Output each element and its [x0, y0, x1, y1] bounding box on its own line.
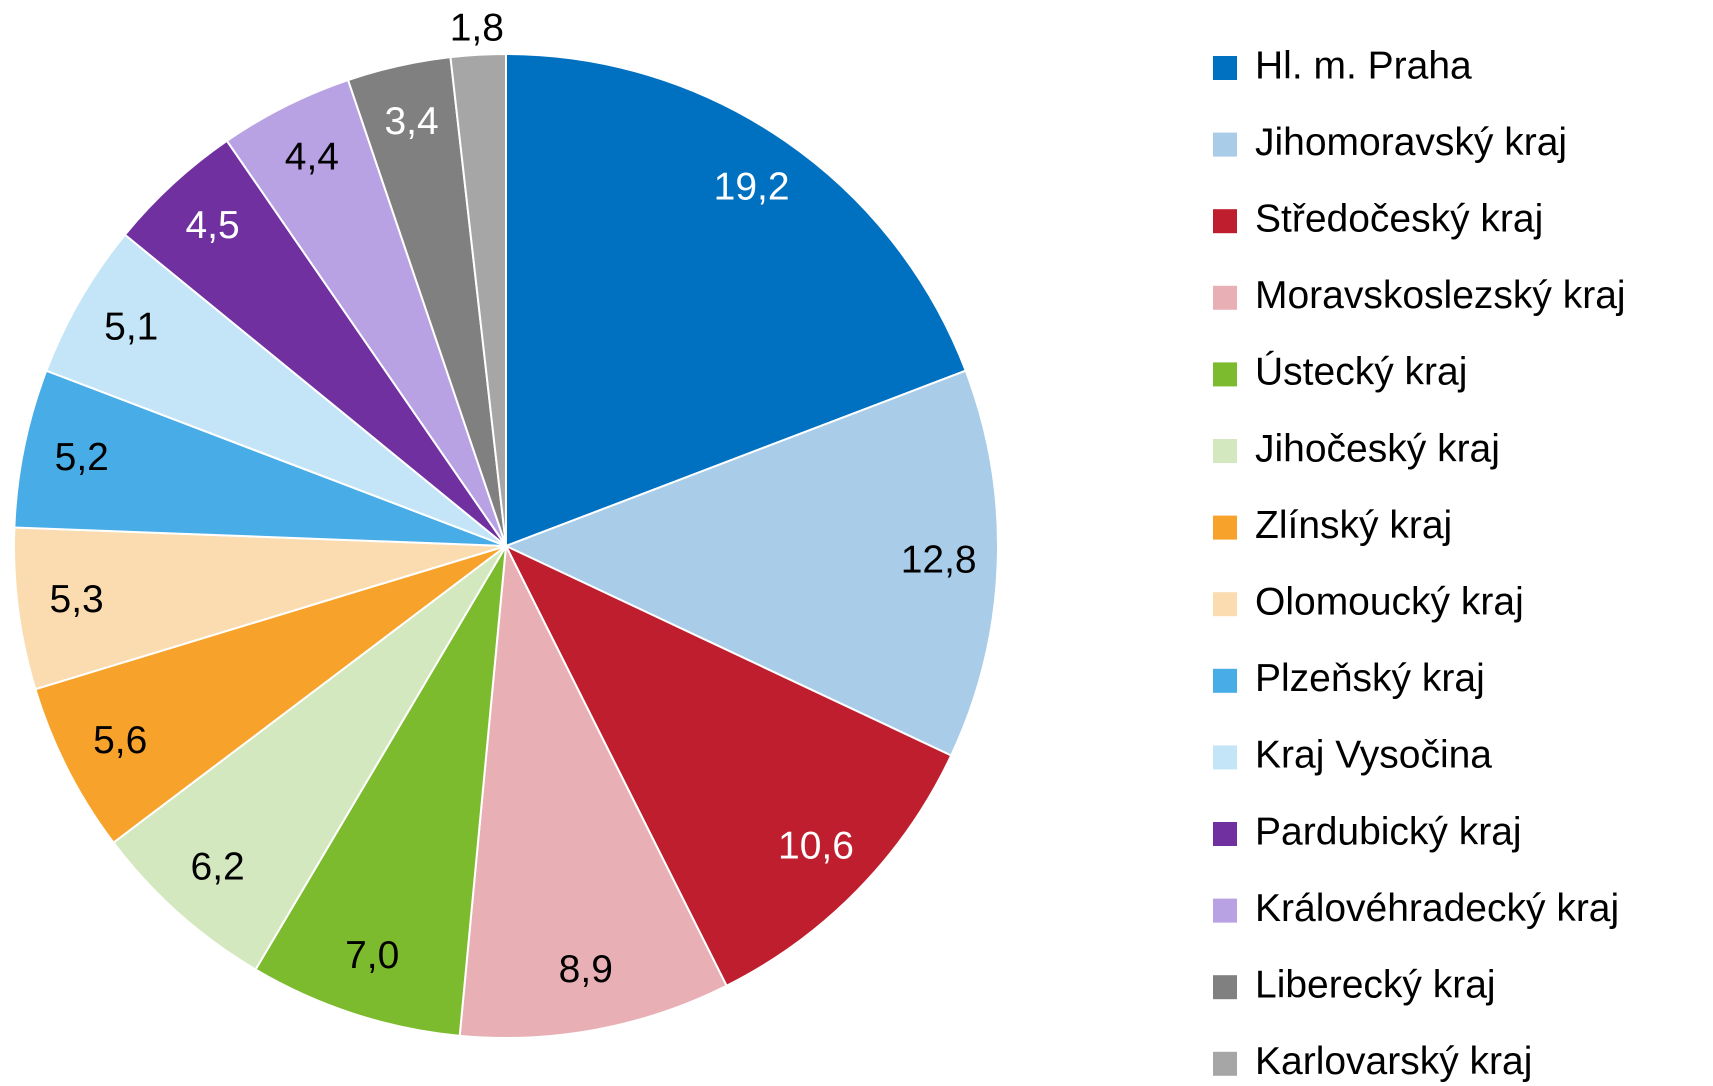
legend-label: Kraj Vysočina — [1255, 734, 1492, 777]
pie-slice — [458, 542, 728, 1039]
data-label: 19,2 — [714, 166, 790, 209]
data-label: 7,0 — [345, 934, 399, 977]
legend-swatch — [1213, 515, 1237, 540]
legend-swatch — [1213, 592, 1237, 617]
legend-swatch — [1213, 1051, 1237, 1076]
legend-label: Hl. m. Praha — [1255, 44, 1472, 87]
pie-slice — [503, 543, 953, 988]
pie-slice — [503, 369, 999, 757]
legend-swatch — [1213, 668, 1237, 693]
legend-label: Královéhradecký kraj — [1255, 887, 1619, 930]
pie-slice — [13, 526, 507, 691]
legend-swatch — [1213, 209, 1237, 234]
legend-swatch — [1213, 822, 1237, 846]
pie-slice — [449, 52, 507, 547]
data-label: 4,4 — [285, 135, 339, 178]
pie-slice — [13, 369, 507, 547]
pie-slice — [112, 545, 507, 971]
pie-slice — [505, 52, 967, 548]
legend-label: Středočeský kraj — [1255, 197, 1543, 240]
legend-label: Jihomoravský kraj — [1255, 121, 1567, 164]
data-label: 5,3 — [50, 578, 104, 621]
legend-label: Karlovarský kraj — [1255, 1040, 1532, 1083]
legend-swatch — [1213, 745, 1237, 770]
data-label: 1,8 — [450, 7, 504, 50]
pie-slice — [34, 545, 507, 845]
data-label: 4,5 — [185, 204, 239, 247]
data-label: 5,6 — [93, 719, 147, 762]
legend-label: Plzeňský kraj — [1255, 657, 1485, 700]
legend-label: Ústecký kraj — [1255, 351, 1467, 394]
legend-swatch — [1213, 439, 1237, 463]
data-label: 10,6 — [778, 825, 854, 868]
legend-swatch — [1213, 975, 1237, 1000]
legend-swatch — [1213, 898, 1237, 923]
legend-label: Olomoucký kraj — [1255, 580, 1524, 623]
data-label: 6,2 — [191, 845, 245, 888]
data-label: 12,8 — [901, 539, 977, 582]
legend-label: Zlínský kraj — [1255, 504, 1452, 547]
legend-label: Jihočeský kraj — [1255, 427, 1500, 470]
data-label: 5,2 — [55, 436, 109, 479]
legend-label: Moravskoslezský kraj — [1255, 274, 1626, 317]
data-label: 8,9 — [559, 948, 613, 991]
legend-swatch — [1213, 362, 1237, 387]
data-label: 5,1 — [104, 305, 158, 348]
legend-label: Pardubický kraj — [1255, 810, 1522, 853]
pie-slice — [254, 545, 507, 1037]
legend-swatch — [1213, 285, 1237, 310]
legend-swatch — [1213, 56, 1237, 80]
pie-slice — [45, 233, 507, 547]
legend-label: Liberecký kraj — [1255, 963, 1496, 1006]
data-label: 3,4 — [384, 100, 438, 143]
legend-swatch — [1213, 132, 1237, 157]
